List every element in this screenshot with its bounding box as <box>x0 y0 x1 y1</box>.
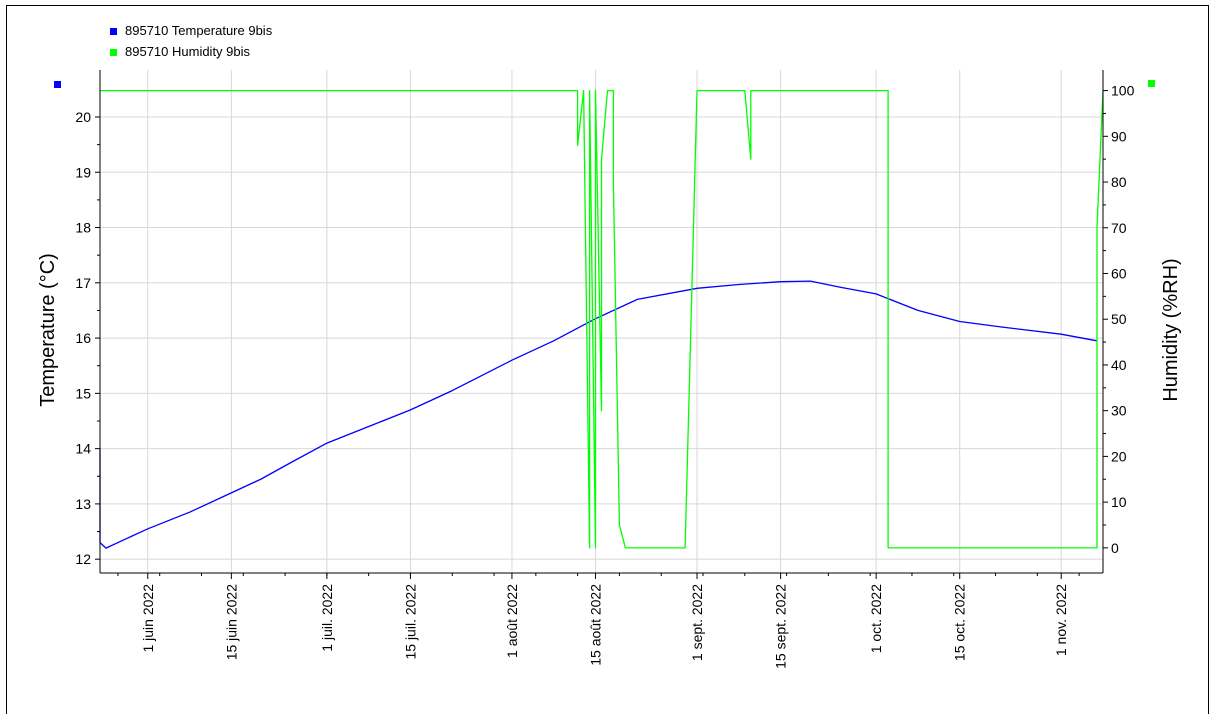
x-tick-label: 15 oct. 2022 <box>952 584 968 661</box>
y-right-tick-label: 40 <box>1111 357 1127 373</box>
x-tick-label: 15 août 2022 <box>588 584 604 666</box>
y-right-tick-label: 50 <box>1111 311 1127 327</box>
axes <box>95 70 1108 579</box>
chart: 895710 Temperature 9bis 895710 Humidity … <box>37 23 1182 669</box>
y-left-tick-label: 20 <box>75 109 91 125</box>
y-left-tick-label: 19 <box>75 164 91 180</box>
y-left-tick-label: 12 <box>75 551 91 567</box>
x-tick-label: 1 juil. 2022 <box>319 584 335 652</box>
y-axis-right-title: Humidity (%RH) <box>1160 258 1182 401</box>
y-left-tick-label: 17 <box>75 275 91 291</box>
right-axis-color-marker <box>1148 80 1155 87</box>
legend-label-humidity: 895710 Humidity 9bis <box>125 44 251 59</box>
y-right-tick-label: 30 <box>1111 403 1127 419</box>
y-right-tick-label: 80 <box>1111 174 1127 190</box>
x-tick-label: 1 oct. 2022 <box>868 584 884 653</box>
y-left-tick-label: 18 <box>75 220 91 236</box>
chart-frame: 895710 Temperature 9bis 895710 Humidity … <box>6 5 1209 714</box>
y-right-tick-label: 0 <box>1111 540 1119 556</box>
y-right-tick-label: 100 <box>1111 83 1135 99</box>
y-left-tick-label: 13 <box>75 496 91 512</box>
y-right-tick-label: 10 <box>1111 494 1127 510</box>
y-right-tick-label: 20 <box>1111 448 1127 464</box>
x-tick-label: 1 août 2022 <box>504 584 520 658</box>
legend: 895710 Temperature 9bis 895710 Humidity … <box>110 23 273 59</box>
y-left-tick-label: 15 <box>75 385 91 401</box>
y-axis-left-title: Temperature (°C) <box>37 253 59 407</box>
x-tick-label: 15 juil. 2022 <box>403 584 419 660</box>
series-layer <box>99 89 1104 549</box>
x-tick-label: 1 nov. 2022 <box>1053 584 1069 656</box>
y-left-tick-label: 16 <box>75 330 91 346</box>
legend-marker-temperature <box>110 28 117 35</box>
legend-marker-humidity <box>110 49 117 56</box>
y-right-tick-label: 70 <box>1111 220 1127 236</box>
y-left-tick-label: 14 <box>75 441 91 457</box>
x-tick-label: 1 juin 2022 <box>140 584 156 653</box>
legend-label-temperature: 895710 Temperature 9bis <box>125 23 273 38</box>
tick-labels: 12 13 14 15 16 17 18 19 20 0 10 20 30 40 50 60 70 80 90 100… <box>75 83 1134 669</box>
series-line-humidity <box>100 89 1104 549</box>
left-axis-color-marker <box>54 81 61 88</box>
y-right-tick-label: 60 <box>1111 265 1127 281</box>
series-line-temperature <box>99 280 1098 549</box>
y-right-tick-label: 90 <box>1111 128 1127 144</box>
x-tick-label: 15 sept. 2022 <box>773 584 789 669</box>
x-tick-label: 1 sept. 2022 <box>689 584 705 661</box>
x-tick-label: 15 juin 2022 <box>223 584 239 661</box>
